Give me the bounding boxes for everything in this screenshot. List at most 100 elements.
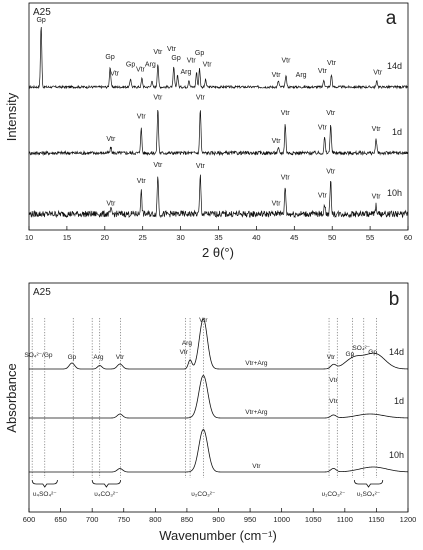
- ftir-x-tick-label: 1000: [273, 515, 290, 524]
- ftir-x-tick-label: 1200: [400, 515, 417, 524]
- panel-a-x-label: 2 θ(°): [202, 245, 234, 260]
- xrd-peak-label: Vtr: [196, 94, 206, 101]
- xrd-peak-label: Vtr: [187, 58, 197, 65]
- ftir-series-label: 14d: [389, 347, 404, 357]
- xrd-x-tick-label: 25: [139, 233, 147, 242]
- ftir-x-tick-label: 850: [181, 515, 194, 524]
- ftir-band-bracket: [353, 479, 384, 488]
- xrd-peak-label: Vtr: [372, 194, 382, 201]
- xrd-peak-label: Vtr: [272, 200, 282, 207]
- ftir-peak-label: Vtr: [199, 317, 208, 324]
- xrd-peak-label: Arg: [296, 72, 307, 79]
- panel-b-y-label: Absorbance: [4, 363, 19, 432]
- panel-a-xrd: A25 a Intensity 2 θ(°) Gp Gp Vtr Gp Vtr Arg Vt…: [4, 2, 412, 260]
- xrd-x-tick-label: 60: [404, 233, 412, 242]
- ftir-mixture-label: Vtr: [252, 463, 261, 470]
- xrd-peak-label: Gp: [36, 17, 45, 24]
- xrd-x-tick-label: 10: [25, 233, 33, 242]
- xrd-peak-label: Vtr: [326, 110, 336, 117]
- ftir-peak-label: SO₄²⁻/Gp: [24, 352, 53, 359]
- panel-b-x-label: Wavenumber (cm⁻¹): [159, 528, 277, 543]
- xrd-series-1d: [28, 109, 409, 157]
- xrd-peak-label: Vtr: [272, 72, 282, 79]
- xrd-peak-label: Gp: [195, 50, 204, 57]
- ftir-peak-label: Gp: [368, 349, 377, 356]
- xrd-peak-label: Vtr: [196, 163, 206, 170]
- xrd-peak-label: Vtr: [106, 136, 116, 143]
- xrd-peak-label: Vtr: [137, 178, 147, 185]
- ftir-series-14d: [29, 318, 409, 370]
- xrd-x-tick-label: 30: [176, 233, 184, 242]
- ftir-x-tick-label: 1050: [305, 515, 322, 524]
- ftir-series-1d: [29, 375, 409, 419]
- xrd-peak-label: Arg: [180, 69, 191, 76]
- ftir-peak-label: Gp: [346, 351, 355, 358]
- panel-b-ftir: A25 b Absorbance Wavenumber (cm⁻¹) SO₄²⁻…: [4, 282, 417, 543]
- ftir-x-tick-label: 650: [54, 515, 67, 524]
- xrd-peak-label: Vtr: [281, 58, 291, 65]
- ftir-series-label: 1d: [394, 396, 404, 406]
- panel-a-sample-label: A25: [33, 7, 51, 18]
- ftir-band-bracket: [91, 479, 121, 488]
- xrd-peak-label: Vtr: [318, 193, 328, 200]
- ftir-band-label: υ₁CO₃²⁻: [322, 491, 346, 498]
- ftir-x-tick-label: 700: [86, 515, 99, 524]
- ftir-peak-label: Arg: [182, 340, 193, 347]
- ftir-band-label: υ₄CO₃²⁻: [94, 491, 119, 498]
- ftir-peak-label: Vtr: [116, 354, 125, 361]
- xrd-peak-label: Vtr: [106, 200, 116, 207]
- ftir-x-tick-label: 750: [117, 515, 130, 524]
- xrd-x-tick-label: 35: [214, 233, 222, 242]
- xrd-peak-label: Gp: [126, 61, 135, 68]
- xrd-peak-label: Vtr: [153, 94, 163, 101]
- xrd-peak-label: Vtr: [203, 61, 213, 68]
- ftir-band-label: υ₂CO₃²⁻: [191, 491, 216, 498]
- ftir-series-10h: [29, 429, 409, 473]
- xrd-series-label: 1d: [392, 127, 402, 137]
- ftir-x-tick-label: 950: [244, 515, 257, 524]
- xrd-peak-label: Vtr: [372, 126, 382, 133]
- xrd-peak-label: Vtr: [137, 114, 147, 121]
- ftir-peak-label: Vtr: [327, 354, 336, 361]
- xrd-peak-label: Vtr: [136, 66, 146, 73]
- xrd-peak-label: Vtr: [272, 138, 282, 145]
- ftir-peak-label: Gp: [68, 354, 77, 361]
- xrd-x-tick-label: 40: [252, 233, 260, 242]
- xrd-x-tick-label: 45: [290, 233, 298, 242]
- ftir-x-tick-label: 600: [23, 515, 36, 524]
- xrd-x-tick-label: 15: [63, 233, 71, 242]
- xrd-peak-label: Gp: [171, 55, 180, 62]
- xrd-series-10h: [28, 174, 408, 219]
- xrd-peak-label: Gp: [105, 54, 114, 61]
- xrd-series-label: 14d: [387, 61, 402, 71]
- ftir-peak-label: Vtr: [329, 398, 338, 405]
- xrd-series-label: 10h: [387, 188, 402, 198]
- ftir-band-label: υ₁SO₄²⁻: [357, 491, 381, 498]
- ftir-x-tick-label: 1100: [337, 515, 353, 524]
- panel-b-sample-label: A25: [33, 287, 51, 298]
- xrd-peak-label: Vtr: [281, 174, 291, 181]
- ftir-series-label: 10h: [389, 450, 404, 460]
- ftir-peak-label: Arg: [93, 354, 104, 361]
- xrd-series-14d: [28, 27, 409, 90]
- ftir-x-tick-label: 800: [149, 515, 162, 524]
- ftir-peak-label: Vtr: [329, 377, 338, 384]
- xrd-peak-label: Vtr: [281, 110, 291, 117]
- panel-a-letter: a: [386, 8, 397, 29]
- ftir-peak-label: SO₄²⁻: [352, 345, 370, 352]
- xrd-peak-label: Arg: [145, 61, 156, 68]
- xrd-x-tick-label: 55: [366, 233, 374, 242]
- xrd-peak-label: Vtr: [318, 125, 328, 132]
- ftir-x-tick-label: 900: [212, 515, 225, 524]
- xrd-peak-label: Vtr: [153, 49, 163, 56]
- ftir-mixture-label: Vtr+Arg: [245, 360, 268, 367]
- ftir-band-label: υ₄SO₄²⁻: [33, 491, 57, 498]
- xrd-peak-label: Vtr: [110, 71, 120, 78]
- xrd-peak-label: Vtr: [167, 46, 177, 53]
- panel-a-y-label: Intensity: [4, 92, 19, 141]
- panel-b-letter: b: [389, 289, 400, 310]
- xrd-x-tick-label: 20: [101, 233, 109, 242]
- xrd-peak-label: Vtr: [373, 69, 383, 76]
- ftir-peak-label: Vtr: [180, 349, 189, 356]
